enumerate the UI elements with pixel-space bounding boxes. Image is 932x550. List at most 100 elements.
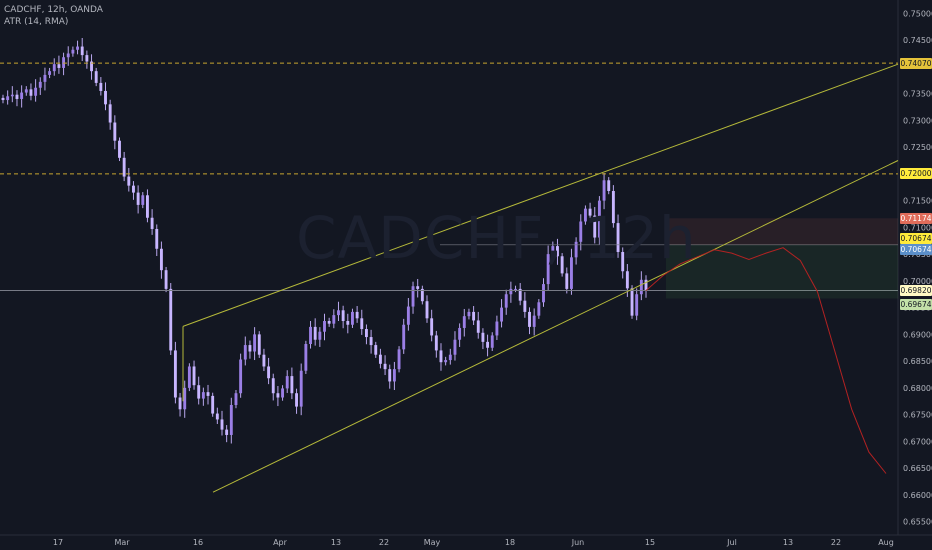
candle (453, 331, 457, 361)
candle (416, 279, 420, 298)
candle (509, 281, 513, 303)
candle (34, 79, 38, 102)
candle (472, 306, 476, 326)
candle (197, 376, 201, 405)
candle (532, 308, 536, 336)
candle (225, 425, 229, 443)
candle-body (262, 354, 266, 367)
candle (500, 299, 504, 328)
candle (113, 115, 117, 150)
candle (574, 237, 578, 265)
candle-body (644, 279, 648, 291)
time-axis[interactable]: 17 Mar 16 Apr 13 22 May 18 Jun 15 Jul 13 22 Aug (53, 538, 894, 547)
candle-body (337, 310, 340, 316)
time-tick-label: 15 (645, 538, 655, 547)
candle (318, 327, 322, 347)
candle-body (57, 64, 61, 68)
candle-body (607, 180, 611, 191)
candle-body (132, 185, 135, 193)
candle-body (173, 350, 177, 398)
candle (20, 85, 24, 108)
candle-body (318, 331, 322, 340)
price-tag: 0.71174 (900, 212, 932, 224)
candle (406, 297, 410, 331)
candle-body (159, 248, 163, 271)
candle (257, 331, 261, 358)
candle (332, 309, 336, 329)
indicator-legend[interactable]: ATR (14, RMA) (4, 17, 69, 27)
candle (644, 275, 648, 298)
candle (66, 46, 70, 66)
candle (136, 185, 140, 214)
candle (467, 308, 471, 320)
candle (495, 315, 499, 340)
candle (1, 94, 5, 104)
candle (546, 245, 550, 290)
candle (145, 189, 149, 223)
candle-body (439, 350, 443, 363)
candle (71, 46, 75, 57)
candle-body (38, 81, 42, 88)
projection-path (645, 247, 887, 474)
candle (229, 397, 233, 444)
candle (38, 77, 42, 95)
candle (243, 336, 247, 366)
candle (537, 299, 541, 319)
candle (122, 151, 126, 182)
candle-body (383, 363, 387, 370)
candle (523, 292, 527, 318)
candle (220, 410, 224, 436)
candle-body (52, 64, 56, 72)
candle (290, 367, 294, 400)
candle (439, 343, 443, 371)
candle (248, 340, 252, 359)
symbol-legend[interactable]: CADCHF, 12h, OANDA (4, 5, 103, 15)
candle (24, 86, 28, 96)
candle-body (514, 288, 517, 290)
candle (364, 324, 368, 345)
target-zone (666, 244, 898, 299)
candle-body (542, 284, 545, 303)
candle-body (34, 87, 38, 96)
time-tick-label: Apr (273, 538, 288, 547)
candle (169, 283, 173, 355)
candle (490, 332, 494, 351)
candle (486, 334, 490, 357)
candle (99, 77, 103, 96)
candle (183, 380, 187, 418)
candle (62, 52, 66, 76)
price-tick-label: 0.65500 (903, 518, 932, 527)
time-tick-label: Jun (571, 538, 585, 547)
candle (309, 321, 312, 349)
candle (462, 308, 466, 337)
candle-body (206, 392, 210, 396)
candle-body (276, 393, 280, 398)
candle-body (565, 273, 569, 289)
candle-body (397, 349, 401, 370)
candle (15, 90, 19, 107)
candle (276, 386, 280, 407)
candle (104, 82, 107, 111)
candle-body (462, 316, 466, 328)
candle (271, 373, 275, 401)
time-tick-label: 22 (831, 538, 841, 547)
candle-body (104, 90, 107, 105)
candle (178, 392, 182, 417)
candle-body (602, 180, 606, 201)
candle-body (583, 208, 587, 222)
candle-body (239, 359, 243, 394)
candle (155, 224, 159, 256)
candle (514, 285, 517, 293)
candle-body (323, 321, 326, 332)
candle (206, 384, 210, 405)
time-tick-label: 16 (193, 538, 203, 547)
candle (211, 392, 215, 417)
candle-body (29, 89, 33, 96)
candle-body (10, 94, 14, 97)
candle-body (341, 310, 345, 321)
candle-body (62, 57, 66, 68)
candle (10, 86, 14, 103)
